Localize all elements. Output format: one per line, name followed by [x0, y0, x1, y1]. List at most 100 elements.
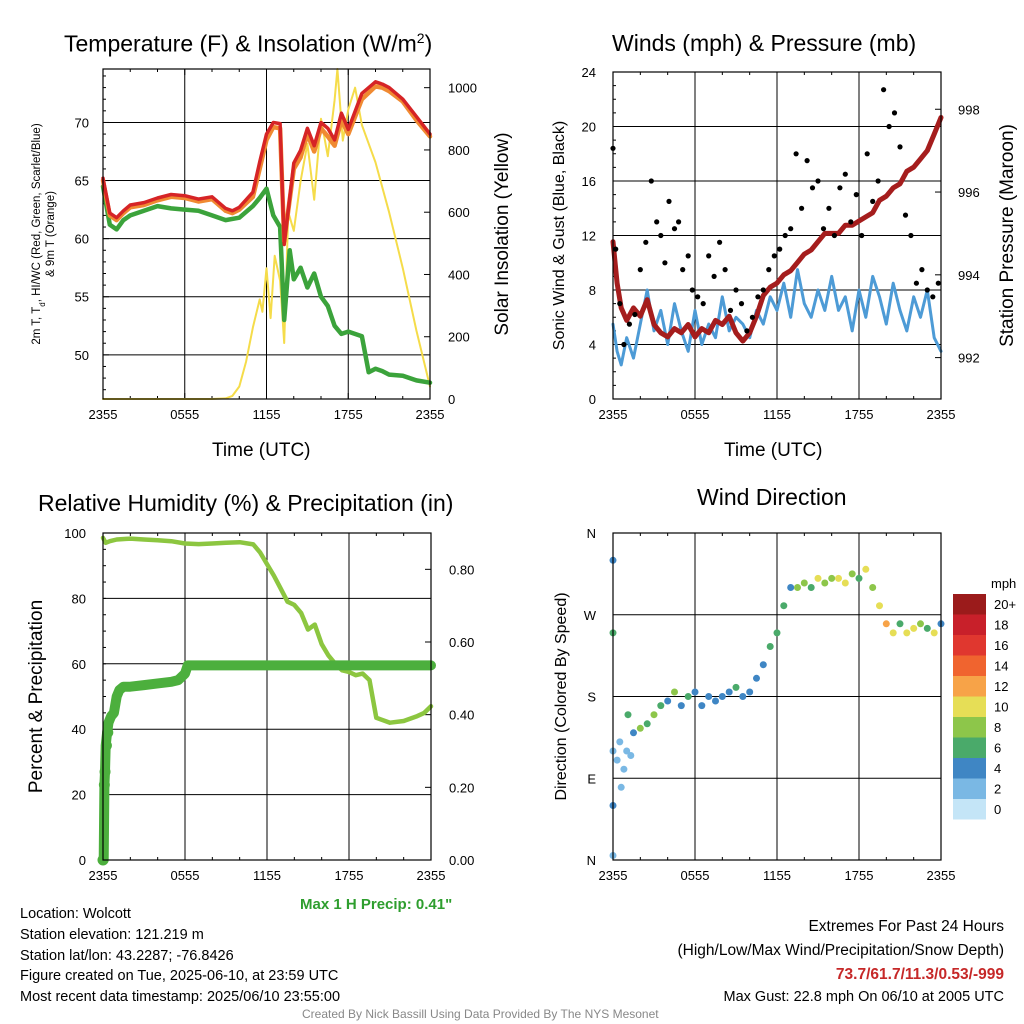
gust-point — [864, 151, 870, 157]
dir-ytick-label: N — [587, 853, 596, 868]
legend-swatch — [953, 594, 986, 615]
gust-point — [685, 253, 691, 259]
gust-point — [886, 123, 892, 130]
insolation-ytick-label: 400 — [448, 267, 470, 282]
direction-point — [643, 720, 651, 728]
recent-data-text: Most recent data timestamp: 2025/06/10 2… — [20, 989, 341, 1005]
dir-ytick-label: E — [587, 771, 596, 786]
rh-ytick-label: 40 — [72, 722, 86, 737]
direction-point — [620, 765, 628, 773]
gust-point — [799, 205, 805, 211]
gust-point — [717, 239, 723, 245]
wind-title: Winds (mph) & Pressure (mb) — [612, 30, 917, 56]
gust-point — [788, 226, 794, 232]
direction-point — [732, 683, 740, 691]
legend-label: 6 — [994, 741, 1001, 756]
gust-point — [853, 192, 859, 198]
rh-ytick-label: 0 — [79, 853, 86, 868]
gust-point — [897, 144, 903, 150]
direction-point — [766, 643, 774, 650]
temp-ylabel-line2: & 9m T (Orange) — [45, 191, 57, 277]
rh-xtick-label: 0555 — [171, 868, 200, 883]
wind-ytick-label: 16 — [582, 174, 596, 189]
elevation-text: Station elevation: 121.219 m — [20, 927, 204, 943]
temp-ylabel-part: 2m T, T — [31, 307, 43, 345]
gust-point — [680, 267, 686, 273]
gust-point — [902, 212, 909, 218]
temp-frame — [102, 68, 431, 400]
gust-point — [711, 273, 717, 279]
direction-point — [718, 693, 726, 700]
direction-point — [759, 661, 767, 669]
temp-xtick-label: 2355 — [89, 407, 118, 422]
precip-ytick-label: 0.80 — [449, 562, 474, 577]
dir-ytick-label: W — [584, 608, 597, 623]
max-gust-text: Max Gust: 22.8 mph On 06/10 at 2005 UTC — [723, 989, 1004, 1005]
gust-point — [654, 219, 660, 225]
direction-point — [841, 579, 849, 587]
direction-point — [616, 738, 624, 746]
pressure-ytick-label: 992 — [958, 351, 980, 366]
gust-point — [782, 232, 788, 239]
dir-title: Wind Direction — [697, 484, 847, 510]
direction-point — [807, 584, 815, 591]
wind-xtick-label: 2355 — [599, 407, 628, 422]
gust-point — [924, 287, 930, 293]
gust-point — [919, 267, 925, 273]
insolation-ytick-label: 1000 — [448, 81, 477, 96]
insolation-ytick-label: 800 — [448, 143, 470, 158]
dir-xtick-label: 2355 — [927, 868, 956, 883]
temp-ylabel: 2m T, Td, HI/WC (Red, Green, Scarlet/Blu… — [31, 123, 47, 344]
legend-swatch — [953, 778, 986, 799]
temp-ytick-label: 50 — [75, 348, 89, 363]
extremes-title: Extremes For Past 24 Hours — [808, 918, 1004, 935]
direction-point — [677, 702, 685, 710]
temp-ytick-label: 55 — [75, 290, 89, 305]
gust-point — [760, 287, 766, 293]
direction-point — [855, 574, 863, 582]
direction-point — [613, 756, 621, 764]
gust-point — [831, 232, 838, 239]
direction-point — [814, 574, 822, 582]
dir-xtick-label: 0555 — [681, 868, 710, 883]
direction-point — [624, 711, 632, 719]
gust-point — [727, 307, 734, 313]
gust-point — [676, 219, 682, 225]
legend-swatch — [953, 696, 986, 717]
precip-point — [99, 766, 111, 778]
wind-frame — [612, 71, 942, 400]
direction-point — [910, 624, 918, 632]
wind-xtick-label: 2355 — [927, 407, 956, 422]
direction-point — [917, 620, 924, 628]
direction-point — [705, 693, 713, 700]
rh-title: Relative Humidity (%) & Precipitation (i… — [38, 490, 454, 516]
direction-point — [773, 629, 781, 637]
max-precip-label: Max 1 H Precip: 0.41" — [300, 896, 453, 913]
extremes-subtitle: (High/Low/Max Wind/Precipitation/Snow De… — [677, 942, 1005, 959]
direction-point — [684, 693, 692, 700]
gust-point — [700, 301, 706, 307]
direction-point — [650, 711, 658, 719]
wind-ytick-label: 4 — [589, 338, 596, 353]
temp-ytick-label: 60 — [75, 232, 89, 247]
gust-point — [930, 294, 936, 300]
gust-point — [626, 321, 633, 327]
legend-label: 12 — [994, 679, 1008, 694]
precip-ytick-label: 0.20 — [449, 780, 474, 795]
direction-point — [882, 620, 890, 628]
gust-point — [706, 253, 712, 259]
direction-point — [835, 574, 842, 582]
dewpoint-line — [100, 184, 433, 385]
rh-xtick-label: 1155 — [253, 868, 281, 883]
direction-point — [753, 674, 760, 682]
wind-ylabel: Sonic Wind & Gust (Blue, Black) — [551, 121, 568, 350]
temp-ytick-label: 65 — [75, 174, 89, 189]
rh-xtick-label: 1755 — [335, 868, 364, 883]
gust-point — [793, 151, 799, 157]
legend-swatch — [953, 799, 986, 820]
gust-point — [733, 287, 739, 293]
gust-point — [749, 314, 756, 320]
insolation-ylabel: Solar Insolation (Yellow) — [492, 132, 513, 335]
gust-point — [744, 328, 750, 334]
created-text: Figure created on Tue, 2025-06-10, at 23… — [20, 968, 339, 984]
